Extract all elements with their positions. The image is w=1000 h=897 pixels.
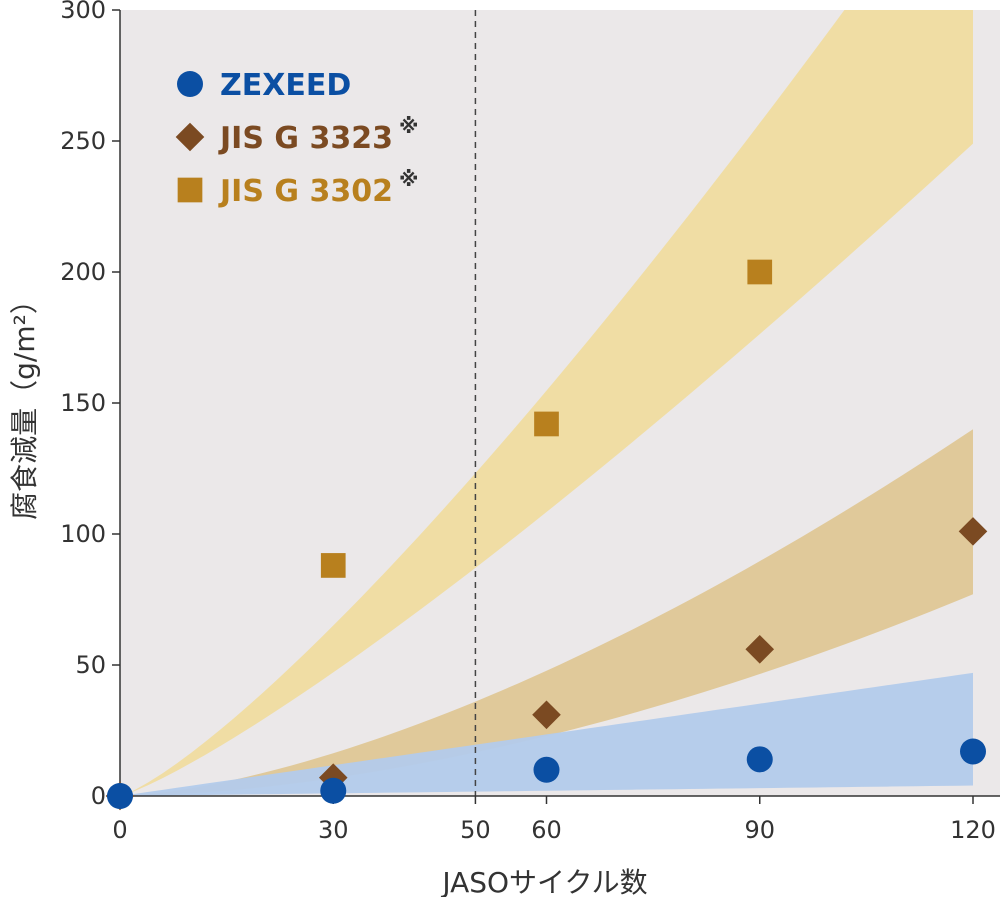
data-point-zexeed	[746, 746, 773, 773]
x-tick-label: 60	[531, 816, 562, 844]
legend-marker	[175, 122, 205, 152]
data-point-jis-g-3302	[320, 553, 346, 578]
legend-note: ※	[399, 167, 418, 191]
y-tick-label: 200	[60, 258, 106, 286]
data-point-jis-g-3302	[747, 259, 773, 285]
data-point-jis-g-3323	[958, 517, 988, 546]
data-point-jis-g-3323	[745, 634, 775, 664]
x-tick-label: 0	[112, 816, 127, 844]
y-tick-label: 50	[75, 651, 106, 679]
y-tick-label: 250	[60, 127, 106, 155]
y-tick-label: 150	[60, 389, 106, 417]
y-tick-label: 0	[91, 782, 106, 810]
x-tick-label: 50	[460, 816, 491, 844]
legend-label: JIS G 3323	[218, 121, 393, 156]
data-point-jis-g-3302	[534, 411, 559, 437]
data-point-zexeed	[533, 756, 560, 783]
legend-label: JIS G 3302	[218, 174, 393, 209]
x-tick-label: 30	[318, 816, 349, 844]
data-point-jis-g-3323	[532, 700, 561, 730]
data-point-zexeed	[107, 783, 133, 809]
x-axis-label: JASOサイクル数	[440, 866, 647, 897]
x-tick-label: 90	[744, 816, 775, 844]
legend-note: ※	[399, 114, 418, 138]
y-axis-label: 腐食減量（g/m²）	[8, 286, 41, 520]
data-point-zexeed	[320, 777, 347, 804]
data-point-zexeed	[960, 738, 986, 765]
y-tick-label: 100	[60, 520, 106, 548]
y-tick-label: 300	[60, 0, 106, 24]
legend-label: ZEXEED	[220, 68, 351, 103]
x-tick-label: 120	[950, 816, 996, 844]
legend-marker	[177, 71, 203, 97]
legend-marker	[177, 177, 203, 203]
band-jis-g-3302	[120, 10, 973, 796]
